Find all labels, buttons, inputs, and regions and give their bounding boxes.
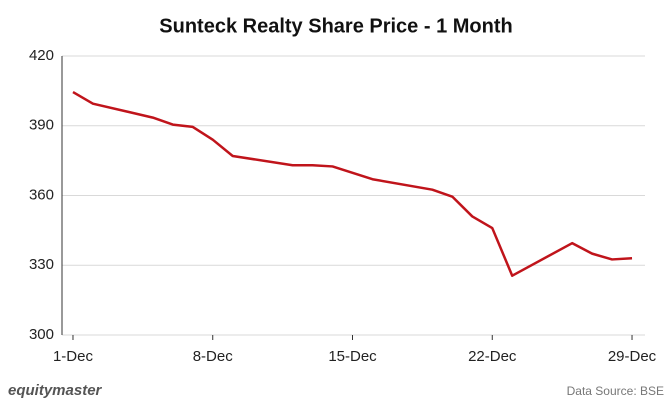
chart-title: Sunteck Realty Share Price - 1 Month — [159, 15, 512, 37]
x-tick-label: 29-Dec — [608, 348, 657, 365]
x-tick-label: 1-Dec — [53, 348, 94, 365]
source-note: Data Source: BSE — [567, 384, 664, 398]
y-tick-label: 330 — [29, 256, 54, 273]
x-tick-label: 15-Dec — [328, 348, 377, 365]
x-tick-label: 8-Dec — [193, 348, 234, 365]
y-tick-label: 420 — [29, 47, 54, 64]
price-line — [72, 90, 633, 277]
y-tick-label: 300 — [29, 326, 54, 343]
logo: equitymaster — [8, 382, 103, 399]
y-tick-label: 390 — [29, 117, 54, 134]
x-tick-label: 22-Dec — [468, 348, 517, 365]
y-tick-label: 360 — [29, 186, 54, 203]
